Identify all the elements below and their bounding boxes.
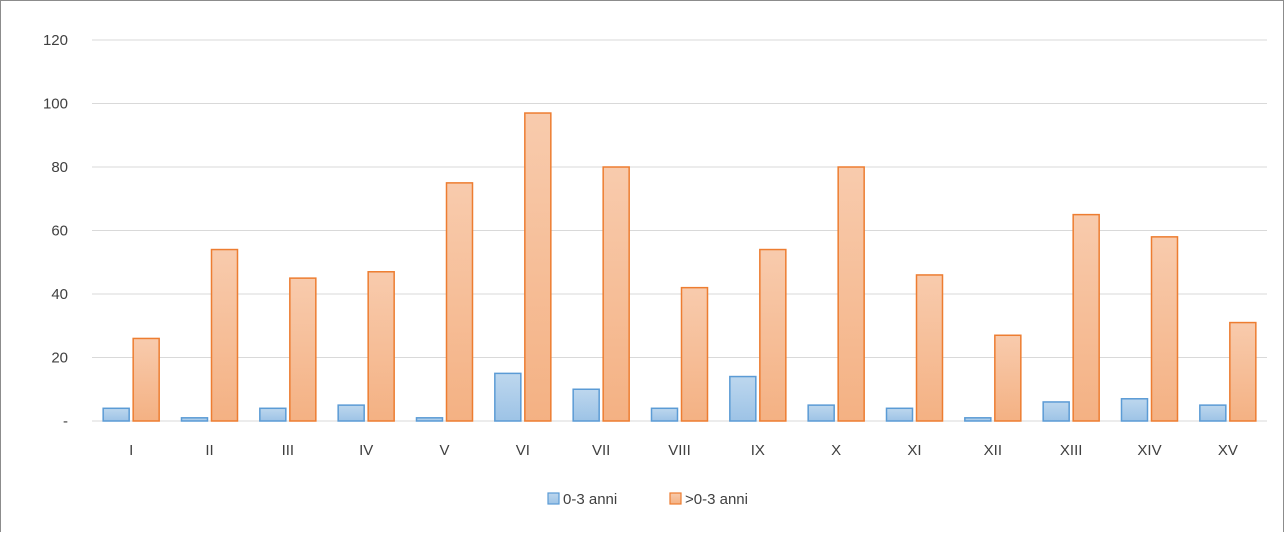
bar-series-2-VIII (680, 286, 709, 422)
bar-series-1-V (415, 417, 444, 422)
bar-series-1-X (807, 404, 835, 422)
grid-lines (92, 39, 1267, 422)
x-tick-label: VI (516, 442, 530, 459)
y-tick-label: 80 (51, 159, 68, 176)
x-tick-label: VII (592, 442, 610, 459)
legend-swatch (669, 492, 682, 505)
bar-series-1-XIV (1120, 398, 1149, 422)
bar-series-1-I (102, 407, 130, 422)
y-tick-label: 20 (51, 350, 68, 367)
bar-series-1-VIII (650, 407, 679, 422)
bar-series-1-XV (1199, 404, 1227, 422)
bar-series-1-XII (964, 417, 992, 422)
y-axis-tick-labels: - 20 40 60 80 100 120 (43, 32, 68, 430)
bar-series-2-III (289, 277, 317, 422)
bar-series-2-IX (759, 248, 787, 422)
bar-series-1-XI (885, 407, 914, 422)
bar-series-1-VII (572, 388, 600, 422)
x-tick-label: XIV (1137, 442, 1161, 459)
x-tick-label: IX (751, 442, 765, 459)
x-tick-label: II (205, 442, 213, 459)
x-tick-label: IV (359, 442, 373, 459)
x-tick-label: XV (1218, 442, 1238, 459)
x-tick-label: X (831, 442, 841, 459)
bar-series-2-XI (915, 274, 944, 422)
y-tick-label: - (63, 413, 68, 430)
bar-series-2-X (837, 166, 865, 422)
bar-series-2-IV (367, 271, 395, 422)
y-tick-label: 100 (43, 96, 68, 113)
bars (102, 112, 1257, 422)
x-axis-tick-labels: I II III IV V VI VII VIII IX X XI XII XIII XIV XV (129, 442, 1238, 459)
x-tick-label: I (129, 442, 133, 459)
x-tick-label: XIII (1060, 442, 1083, 459)
legend-label: >0-3 anni (685, 491, 748, 508)
bar-series-2-VII (602, 166, 630, 422)
y-tick-label: 40 (51, 286, 68, 303)
legend-swatch (547, 492, 560, 505)
x-tick-label: VIII (668, 442, 691, 459)
x-tick-label: XII (984, 442, 1002, 459)
bar-series-2-XIII (1072, 213, 1100, 422)
bar-series-2-VI (524, 112, 552, 422)
bar-series-2-II (210, 248, 239, 422)
bar-series-1-IV (337, 404, 365, 422)
bar-series-1-III (259, 407, 287, 422)
bar-series-1-IX (729, 375, 757, 422)
bar-series-2-I (132, 337, 160, 422)
bar-series-2-V (445, 182, 474, 422)
x-tick-label: III (282, 442, 295, 459)
bar-series-2-XIV (1150, 236, 1179, 422)
legend-label: 0-3 anni (563, 491, 617, 508)
bar-series-1-XIII (1042, 401, 1070, 422)
bar-series-2-XII (994, 334, 1022, 422)
y-tick-label: 120 (43, 32, 68, 49)
x-tick-label: V (439, 442, 449, 459)
bar-series-1-VI (494, 372, 522, 422)
y-tick-label: 60 (51, 223, 68, 240)
bar-series-1-II (180, 417, 209, 422)
legend: 0-3 anni >0-3 anni (547, 491, 748, 508)
bar-series-2-XV (1229, 321, 1257, 422)
x-tick-label: XI (907, 442, 921, 459)
